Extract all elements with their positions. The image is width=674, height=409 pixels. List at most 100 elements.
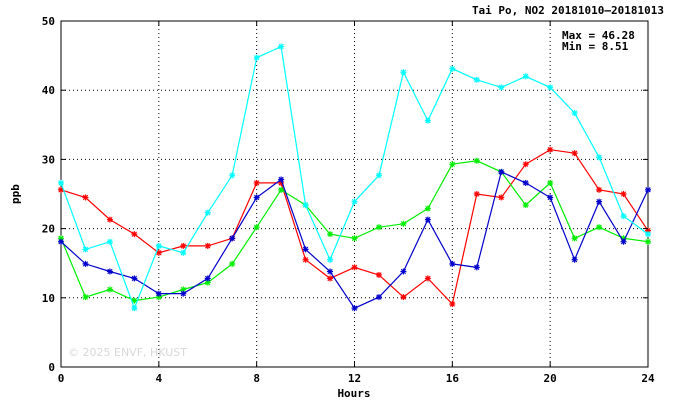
- data-point-marker: [180, 290, 187, 297]
- data-point-marker: [253, 54, 260, 61]
- data-point-marker: [596, 154, 603, 161]
- data-point-marker: [58, 179, 64, 186]
- data-point-marker: [424, 205, 431, 212]
- data-point-marker: [155, 242, 162, 249]
- y-tick-label: 20: [42, 223, 55, 236]
- data-point-marker: [571, 235, 578, 242]
- data-point-marker: [82, 260, 89, 267]
- data-point-marker: [449, 65, 456, 72]
- watermark: © 2025 ENVF, HKUST: [68, 346, 187, 359]
- data-point-marker: [645, 238, 651, 245]
- data-point-marker: [302, 246, 309, 253]
- data-point-marker: [596, 198, 603, 205]
- data-point-marker: [424, 216, 431, 223]
- data-point-marker: [180, 249, 187, 256]
- data-point-marker: [449, 161, 456, 168]
- data-point-marker: [375, 172, 382, 179]
- data-point-marker: [180, 242, 187, 249]
- grid-lines: [61, 21, 648, 367]
- data-point-marker: [473, 191, 480, 197]
- data-point-marker: [620, 191, 627, 197]
- data-point-marker: [400, 268, 407, 275]
- x-tick-label: 0: [58, 372, 65, 385]
- y-tick-label: 30: [42, 153, 55, 166]
- data-point-marker: [571, 150, 578, 157]
- y-tick-label: 40: [42, 84, 55, 97]
- data-point-marker: [522, 73, 529, 80]
- data-point-marker: [424, 117, 431, 124]
- data-point-marker: [229, 172, 236, 179]
- data-point-marker: [351, 305, 358, 312]
- data-point-marker: [571, 256, 578, 263]
- data-point-marker: [547, 146, 554, 153]
- data-point-marker: [327, 231, 334, 238]
- data-point-marker: [596, 224, 603, 231]
- data-point-marker: [253, 194, 260, 201]
- data-point-marker: [155, 249, 162, 256]
- data-point-marker: [131, 297, 138, 304]
- data-point-marker: [253, 179, 260, 186]
- x-tick-label: 8: [253, 372, 260, 385]
- data-point-marker: [449, 301, 456, 308]
- data-point-marker: [620, 238, 627, 245]
- chart-title: Tai Po, NO2 20181010—20181013: [472, 4, 664, 17]
- data-point-marker: [253, 224, 260, 231]
- data-point-marker: [229, 235, 236, 242]
- data-point-marker: [131, 275, 138, 282]
- data-point-marker: [620, 213, 627, 220]
- data-point-marker: [351, 235, 358, 242]
- data-point-marker: [645, 231, 651, 238]
- data-point-marker: [82, 194, 89, 201]
- data-point-marker: [106, 216, 113, 223]
- series-layer: [58, 43, 651, 312]
- data-point-marker: [522, 179, 529, 186]
- data-point-marker: [449, 260, 456, 267]
- data-point-marker: [155, 290, 162, 297]
- y-tick-label: 0: [48, 361, 55, 374]
- data-point-marker: [522, 202, 529, 209]
- data-point-marker: [204, 242, 211, 249]
- data-point-marker: [327, 275, 334, 282]
- data-point-marker: [351, 198, 358, 205]
- y-tick-label: 50: [42, 15, 55, 28]
- x-tick-label: 16: [446, 372, 460, 385]
- x-tick-label: 12: [348, 372, 361, 385]
- data-point-marker: [131, 231, 138, 238]
- data-point-marker: [375, 294, 382, 301]
- data-point-marker: [106, 268, 113, 275]
- data-point-marker: [375, 271, 382, 278]
- data-point-marker: [645, 186, 651, 193]
- data-point-marker: [375, 224, 382, 231]
- y-axis-label: ppb: [9, 184, 22, 204]
- data-point-marker: [498, 84, 505, 91]
- data-point-marker: [596, 186, 603, 193]
- data-point-marker: [473, 76, 480, 83]
- x-tick-label: 4: [156, 372, 163, 385]
- data-point-marker: [498, 194, 505, 201]
- series-line-1: [60, 149, 649, 306]
- data-point-marker: [278, 186, 285, 193]
- data-point-marker: [400, 220, 407, 227]
- y-tick-label: 10: [42, 292, 55, 305]
- data-point-marker: [424, 275, 431, 282]
- data-point-marker: [131, 305, 138, 312]
- data-point-marker: [400, 294, 407, 301]
- data-point-marker: [547, 179, 554, 186]
- data-point-marker: [302, 256, 309, 263]
- max-label: Max = 46.28: [562, 29, 635, 42]
- data-point-marker: [58, 238, 64, 245]
- data-point-marker: [571, 110, 578, 117]
- data-point-marker: [204, 275, 211, 282]
- data-point-marker: [278, 176, 285, 183]
- x-tick-label: 20: [544, 372, 557, 385]
- data-point-marker: [473, 157, 480, 164]
- data-point-marker: [82, 246, 89, 253]
- data-point-marker: [327, 256, 334, 263]
- data-point-marker: [302, 202, 309, 209]
- axis-ticks: 0 4 8 12 16 20 24 0 10 20 30 40 50: [42, 15, 655, 385]
- data-point-marker: [204, 209, 211, 216]
- data-point-marker: [106, 286, 113, 293]
- data-point-marker: [351, 264, 358, 271]
- data-point-marker: [473, 264, 480, 271]
